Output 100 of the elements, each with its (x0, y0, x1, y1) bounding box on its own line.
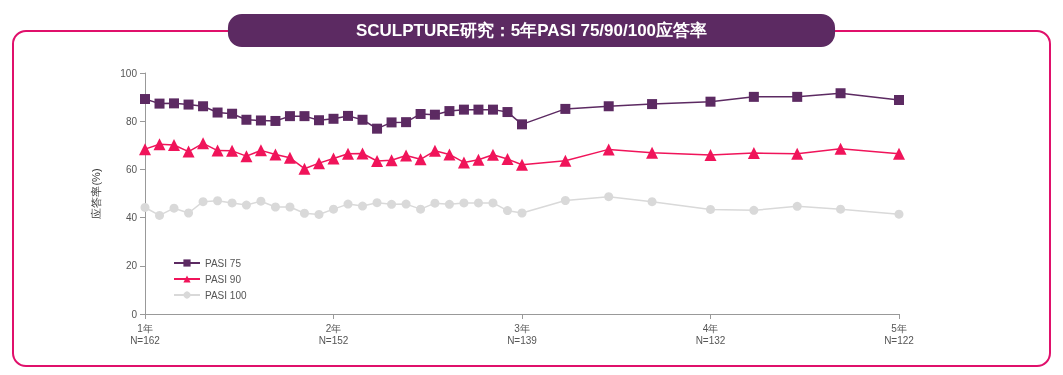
point (472, 153, 485, 166)
point (327, 152, 340, 165)
point (473, 198, 483, 208)
x-tick-label: 5年 (891, 322, 907, 334)
point (169, 98, 180, 109)
point (473, 104, 484, 115)
point (647, 197, 657, 207)
point (443, 148, 456, 161)
point (343, 110, 354, 121)
point (414, 153, 427, 166)
point (387, 199, 397, 209)
point (198, 101, 209, 112)
text: N=132 (695, 334, 726, 346)
point (284, 111, 295, 122)
point (269, 148, 282, 161)
point (792, 91, 803, 102)
point (444, 106, 455, 117)
x-tick-label: 1年 (137, 322, 153, 334)
point (182, 145, 195, 158)
y-tick-label: 100 (120, 67, 138, 79)
point (458, 104, 469, 115)
point (791, 147, 804, 160)
point (298, 162, 311, 175)
point (343, 199, 353, 209)
point (894, 94, 904, 105)
point (211, 144, 224, 157)
point (457, 156, 470, 169)
point (313, 115, 324, 126)
point (560, 195, 570, 205)
point (241, 200, 251, 210)
point (213, 196, 223, 206)
point (385, 154, 398, 167)
point (560, 103, 571, 114)
point (749, 205, 759, 215)
point (299, 208, 309, 218)
point (372, 198, 382, 208)
x-tick-label: 2年 (325, 322, 342, 334)
point (254, 144, 267, 157)
point (240, 150, 253, 163)
point (140, 94, 150, 105)
point (646, 146, 659, 159)
point (706, 204, 715, 214)
point (748, 91, 759, 102)
point (604, 192, 614, 202)
point (517, 208, 527, 218)
point (153, 138, 166, 151)
point (834, 142, 847, 155)
point (836, 204, 846, 214)
point (168, 139, 181, 152)
y-tick-label: 0 (131, 308, 138, 320)
point (501, 153, 514, 166)
point (704, 148, 717, 161)
point (270, 115, 281, 126)
point (893, 147, 905, 160)
point (415, 108, 426, 119)
point (400, 149, 413, 162)
point (197, 137, 210, 150)
point (371, 154, 384, 167)
point (283, 151, 296, 164)
point (429, 109, 440, 120)
point (139, 143, 151, 156)
point (226, 144, 239, 157)
point (792, 201, 802, 211)
y-tick-label: 40 (125, 212, 138, 224)
point (428, 144, 441, 157)
y-tick-label: 80 (125, 115, 138, 127)
y-tick-label: 60 (125, 163, 138, 175)
point (255, 115, 266, 126)
point (169, 203, 179, 213)
text: N=122 (884, 334, 915, 346)
point (647, 99, 658, 110)
point (212, 107, 223, 118)
point (386, 117, 397, 128)
legend-label: PASI 90 (205, 273, 242, 285)
point (416, 204, 426, 214)
point (270, 202, 280, 212)
point (358, 201, 368, 211)
point (603, 101, 614, 112)
point (372, 123, 383, 134)
point (502, 206, 512, 216)
point (487, 104, 498, 115)
point (488, 198, 498, 208)
point (227, 198, 237, 208)
point (747, 147, 760, 160)
point (357, 114, 368, 125)
text: N=139 (507, 334, 538, 346)
point (184, 208, 194, 218)
point (705, 96, 716, 107)
legend-label: PASI 75 (205, 257, 242, 269)
point (356, 147, 369, 160)
y-tick-label: 20 (125, 260, 138, 272)
point (183, 99, 194, 110)
legend-label: PASI 100 (205, 289, 247, 301)
point (486, 148, 499, 161)
point (602, 143, 615, 156)
point (329, 204, 338, 214)
point (285, 202, 295, 212)
point (314, 209, 324, 219)
point (241, 114, 252, 125)
chart-title: SCULPTURE研究：5年PASI 75/90/100应答率 (355, 21, 708, 40)
